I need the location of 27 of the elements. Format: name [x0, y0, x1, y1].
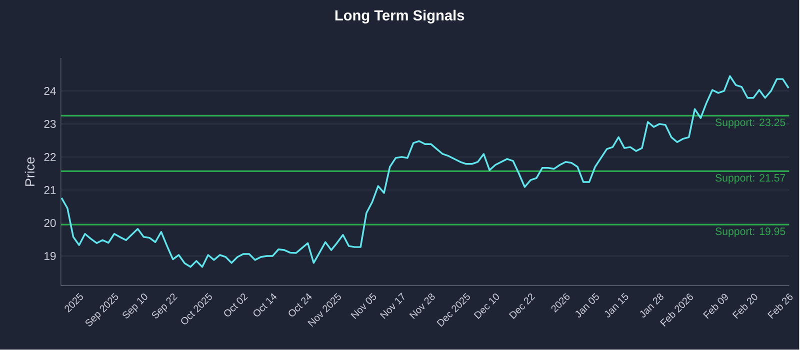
y-tick-label: 22 — [44, 153, 56, 162]
x-tick-label: Sep 22 — [152, 294, 178, 319]
x-tick-label: Oct 02 — [224, 294, 248, 317]
x-tick-label: Jan 15 — [604, 293, 628, 318]
y-tick-label: 23 — [44, 120, 56, 128]
x-tick-label: Nov 28 — [409, 294, 435, 320]
y-tick-label: 20 — [44, 219, 56, 228]
y-tick-label: 21 — [44, 186, 56, 194]
x-tick-label: Oct 24 — [288, 293, 312, 317]
x-tick-label: Jan 05 — [575, 293, 599, 318]
x-tick-label: Nov 17 — [380, 292, 404, 320]
x-tick-label: Nov 05 — [350, 293, 376, 320]
ref-line-label: Support: 19.95 — [716, 228, 786, 238]
ref-line-label: Support: 23.25 — [716, 118, 786, 128]
y-axis-title: Price — [24, 157, 35, 186]
chart-title: Long Term Signals — [335, 10, 464, 24]
x-tick-label: Dec 22 — [508, 294, 536, 320]
x-tick-label: Feb 20 — [732, 294, 758, 319]
ref-line-label: Support: 21.57 — [716, 174, 786, 184]
x-tick-label: Oct 14 — [254, 293, 277, 317]
x-tick-label: Feb 09 — [703, 294, 728, 319]
x-tick-label: Dec 10 — [474, 294, 500, 320]
x-tick-label: Sep 10 — [122, 294, 148, 319]
y-tick-label: 24 — [44, 87, 56, 96]
y-tick-label: 19 — [44, 252, 56, 260]
x-tick-label: Jan 28 — [640, 294, 664, 318]
x-tick-label: Feb 26 — [768, 294, 793, 319]
